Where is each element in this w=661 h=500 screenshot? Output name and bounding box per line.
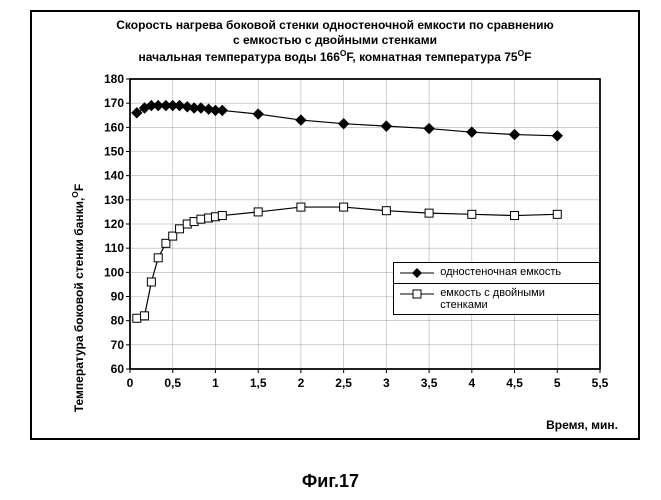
svg-text:2: 2	[298, 376, 305, 390]
chart-subtitle: начальная температура воды 166OF, комнат…	[32, 48, 638, 67]
svg-text:180: 180	[104, 72, 124, 86]
svg-text:110: 110	[105, 241, 125, 255]
svg-text:1: 1	[212, 376, 219, 390]
svg-text:130: 130	[104, 193, 124, 207]
x-axis-label: Время, мин.	[546, 418, 618, 432]
svg-text:100: 100	[104, 265, 124, 279]
legend-item-1: одностеночная емкость	[394, 263, 599, 283]
legend-marker-1	[400, 266, 434, 280]
chart-title: Скорость нагрева боковой стенки одностен…	[32, 12, 638, 48]
chart-frame: Скорость нагрева боковой стенки одностен…	[30, 10, 640, 440]
legend-item-2: емкость с двойными стенками	[394, 284, 599, 314]
svg-text:2,5: 2,5	[335, 376, 352, 390]
title-line1: Скорость нагрева боковой стенки одностен…	[116, 18, 554, 32]
svg-text:0,5: 0,5	[164, 376, 181, 390]
legend-label-2: емкость с двойными стенками	[440, 287, 593, 311]
title-line2: с емкостью с двойными стенками	[233, 33, 437, 47]
y-axis-label: Температура боковой стенки банки,OF	[72, 133, 86, 463]
chart-svg: 60 70 80 90 100 110 120 130 140 150 160 170 180 0 0,5 1…	[90, 73, 610, 403]
svg-text:80: 80	[111, 314, 125, 328]
figure-label: Фиг.17	[0, 471, 661, 492]
svg-text:5,5: 5,5	[592, 376, 609, 390]
svg-text:0: 0	[127, 376, 134, 390]
svg-text:1,5: 1,5	[250, 376, 267, 390]
svg-text:140: 140	[104, 169, 124, 183]
legend-label-1: одностеночная емкость	[440, 266, 561, 278]
subtitle-prefix: начальная температура воды 166	[139, 50, 340, 64]
svg-text:3: 3	[383, 376, 390, 390]
page-root: Скорость нагрева боковой стенки одностен…	[0, 0, 661, 500]
svg-text:160: 160	[104, 120, 124, 134]
plot-area: Температура боковой стенки банки,OF 6070…	[90, 73, 610, 403]
svg-text:5: 5	[554, 376, 561, 390]
svg-text:90: 90	[111, 290, 125, 304]
svg-text:3,5: 3,5	[421, 376, 438, 390]
svg-text:120: 120	[104, 217, 124, 231]
svg-text:170: 170	[104, 96, 124, 110]
svg-text:150: 150	[104, 145, 124, 159]
svg-text:60: 60	[111, 362, 125, 376]
subtitle-suffix: F	[524, 50, 531, 64]
subtitle-mid: F, комнатная температура 75	[346, 50, 517, 64]
legend-marker-2	[400, 287, 434, 301]
svg-text:4,5: 4,5	[506, 376, 523, 390]
svg-text:70: 70	[111, 338, 125, 352]
legend: одностеночная емкость емкость с двойными…	[393, 262, 600, 315]
svg-text:4: 4	[468, 376, 475, 390]
